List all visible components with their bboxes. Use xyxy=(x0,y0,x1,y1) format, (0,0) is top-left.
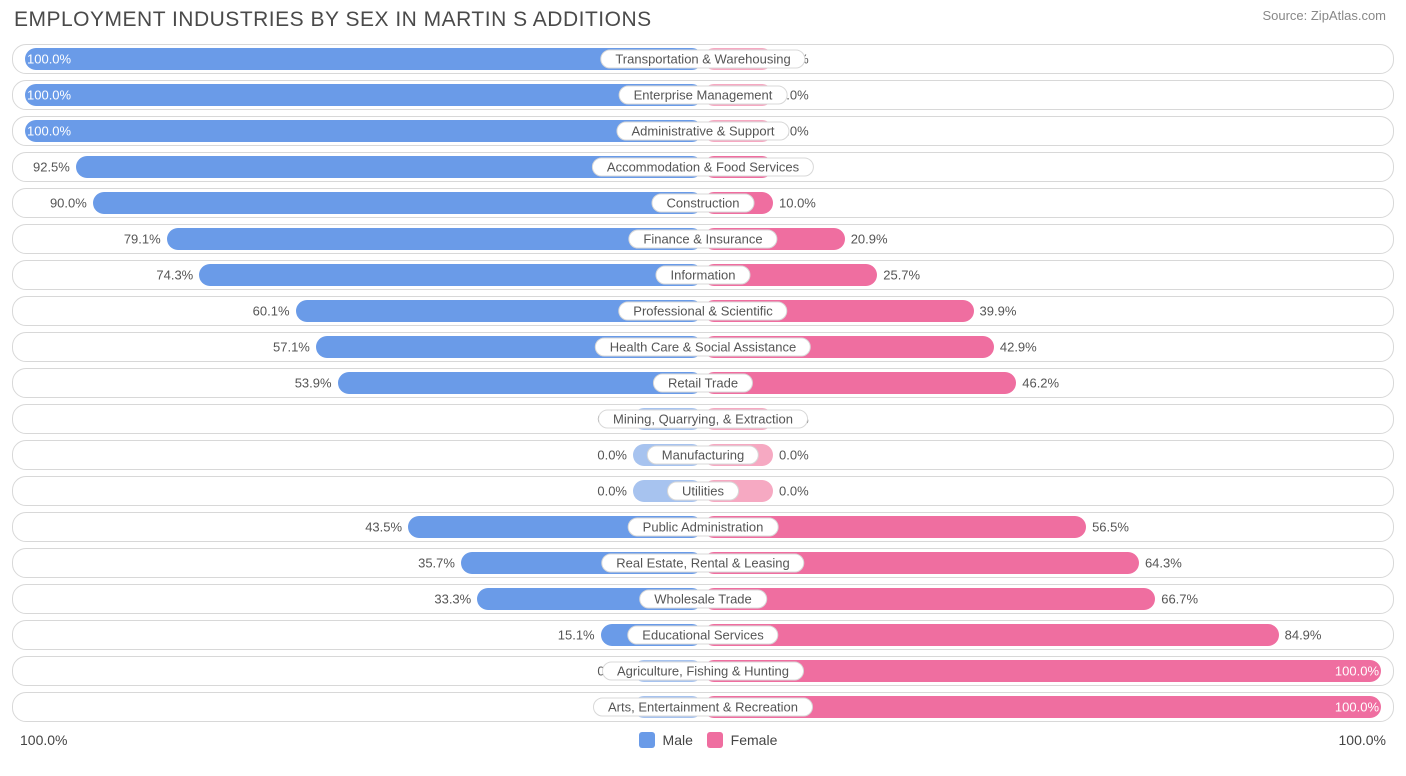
male-value-label: 90.0% xyxy=(50,196,87,211)
male-value-label: 60.1% xyxy=(253,304,290,319)
chart-row: Agriculture, Fishing & Hunting0.0%100.0% xyxy=(12,656,1394,686)
male-value-label: 35.7% xyxy=(418,556,455,571)
row-category-label: Accommodation & Food Services xyxy=(592,158,814,177)
female-value-label: 100.0% xyxy=(1335,700,1379,715)
chart-row: Retail Trade 53.9% 46.2% xyxy=(12,368,1394,398)
chart-source: Source: ZipAtlas.com xyxy=(1262,8,1386,23)
male-value-label: 43.5% xyxy=(365,520,402,535)
chart-row: Information 74.3% 25.7% xyxy=(12,260,1394,290)
legend: Male Female xyxy=(67,732,1338,748)
female-value-label: 20.9% xyxy=(851,232,888,247)
legend-label-female: Female xyxy=(731,732,778,748)
female-value-label: 0.0% xyxy=(779,448,809,463)
chart-row: Manufacturing 0.0% 0.0% xyxy=(12,440,1394,470)
chart-row: Administrative & Support100.0%0.0% xyxy=(12,116,1394,146)
row-category-label: Mining, Quarrying, & Extraction xyxy=(598,410,808,429)
chart-row: Wholesale Trade 33.3% 66.7% xyxy=(12,584,1394,614)
chart-row: Finance & Insurance 79.1% 20.9% xyxy=(12,224,1394,254)
chart-row: Enterprise Management100.0%0.0% xyxy=(12,80,1394,110)
row-category-label: Agriculture, Fishing & Hunting xyxy=(602,662,804,681)
row-category-label: Construction xyxy=(652,194,755,213)
chart-row: Health Care & Social Assistance 57.1% 42.9… xyxy=(12,332,1394,362)
male-value-label: 57.1% xyxy=(273,340,310,355)
row-category-label: Enterprise Management xyxy=(619,86,788,105)
row-category-label: Information xyxy=(655,266,750,285)
legend-swatch-male xyxy=(639,732,655,748)
row-category-label: Manufacturing xyxy=(647,446,759,465)
row-category-label: Arts, Entertainment & Recreation xyxy=(593,698,813,717)
male-value-label: 15.1% xyxy=(558,628,595,643)
chart-rows: Transportation & Warehousing 100.0% 0.0% En… xyxy=(0,44,1406,722)
female-value-label: 42.9% xyxy=(1000,340,1037,355)
female-value-label: 84.9% xyxy=(1285,628,1322,643)
male-value-label: 100.0% xyxy=(27,124,71,139)
female-value-label: 66.7% xyxy=(1161,592,1198,607)
male-value-label: 74.3% xyxy=(156,268,193,283)
row-category-label: Educational Services xyxy=(627,626,778,645)
male-value-label: 53.9% xyxy=(295,376,332,391)
male-bar xyxy=(199,264,703,286)
chart-row: Utilities 0.0% 0.0% xyxy=(12,476,1394,506)
male-value-label: 33.3% xyxy=(434,592,471,607)
female-bar xyxy=(703,660,1381,682)
row-category-label: Real Estate, Rental & Leasing xyxy=(601,554,804,573)
chart-footer: 100.0% Male Female 100.0% xyxy=(0,728,1406,758)
scale-left: 100.0% xyxy=(20,732,67,748)
male-value-label: 100.0% xyxy=(27,52,71,67)
female-bar xyxy=(703,624,1279,646)
row-category-label: Utilities xyxy=(667,482,739,501)
female-value-label: 10.0% xyxy=(779,196,816,211)
female-value-label: 64.3% xyxy=(1145,556,1182,571)
legend-label-male: Male xyxy=(663,732,693,748)
chart-header: EMPLOYMENT INDUSTRIES BY SEX IN MARTIN S… xyxy=(0,0,1406,44)
chart-row: Transportation & Warehousing100.0%0.0% xyxy=(12,44,1394,74)
male-value-label: 92.5% xyxy=(33,160,70,175)
row-category-label: Administrative & Support xyxy=(616,122,789,141)
legend-swatch-female xyxy=(707,732,723,748)
chart-row: Accommodation & Food Services92.5%7.5% xyxy=(12,152,1394,182)
row-category-label: Finance & Insurance xyxy=(628,230,777,249)
male-bar xyxy=(338,372,703,394)
chart-title: EMPLOYMENT INDUSTRIES BY SEX IN MARTIN S… xyxy=(14,8,652,32)
row-category-label: Professional & Scientific xyxy=(618,302,787,321)
chart-container: EMPLOYMENT INDUSTRIES BY SEX IN MARTIN S… xyxy=(0,0,1406,758)
chart-row: Professional & Scientific 60.1% 39.9% xyxy=(12,296,1394,326)
female-value-label: 100.0% xyxy=(1335,664,1379,679)
row-category-label: Health Care & Social Assistance xyxy=(595,338,811,357)
row-category-label: Public Administration xyxy=(628,518,779,537)
female-value-label: 25.7% xyxy=(883,268,920,283)
male-bar xyxy=(167,228,703,250)
row-category-label: Transportation & Warehousing xyxy=(600,50,805,69)
male-bar xyxy=(93,192,703,214)
female-bar xyxy=(703,588,1155,610)
chart-row: Mining, Quarrying, & Extraction0.0%0.0% xyxy=(12,404,1394,434)
row-category-label: Retail Trade xyxy=(653,374,753,393)
female-value-label: 46.2% xyxy=(1022,376,1059,391)
chart-row: Public Administration 43.5% 56.5% xyxy=(12,512,1394,542)
chart-row: Construction 90.0% 10.0% xyxy=(12,188,1394,218)
male-value-label: 100.0% xyxy=(27,88,71,103)
male-value-label: 0.0% xyxy=(597,448,627,463)
female-value-label: 0.0% xyxy=(779,484,809,499)
female-value-label: 39.9% xyxy=(980,304,1017,319)
male-bar xyxy=(25,120,703,142)
row-category-label: Wholesale Trade xyxy=(639,590,767,609)
scale-right: 100.0% xyxy=(1339,732,1386,748)
chart-row: Real Estate, Rental & Leasing 35.7% 64.3% xyxy=(12,548,1394,578)
male-bar xyxy=(25,84,703,106)
chart-row: Arts, Entertainment & Recreation0.0%100.… xyxy=(12,692,1394,722)
chart-row: Educational Services 15.1% 84.9% xyxy=(12,620,1394,650)
male-value-label: 0.0% xyxy=(597,484,627,499)
female-value-label: 56.5% xyxy=(1092,520,1129,535)
male-value-label: 79.1% xyxy=(124,232,161,247)
